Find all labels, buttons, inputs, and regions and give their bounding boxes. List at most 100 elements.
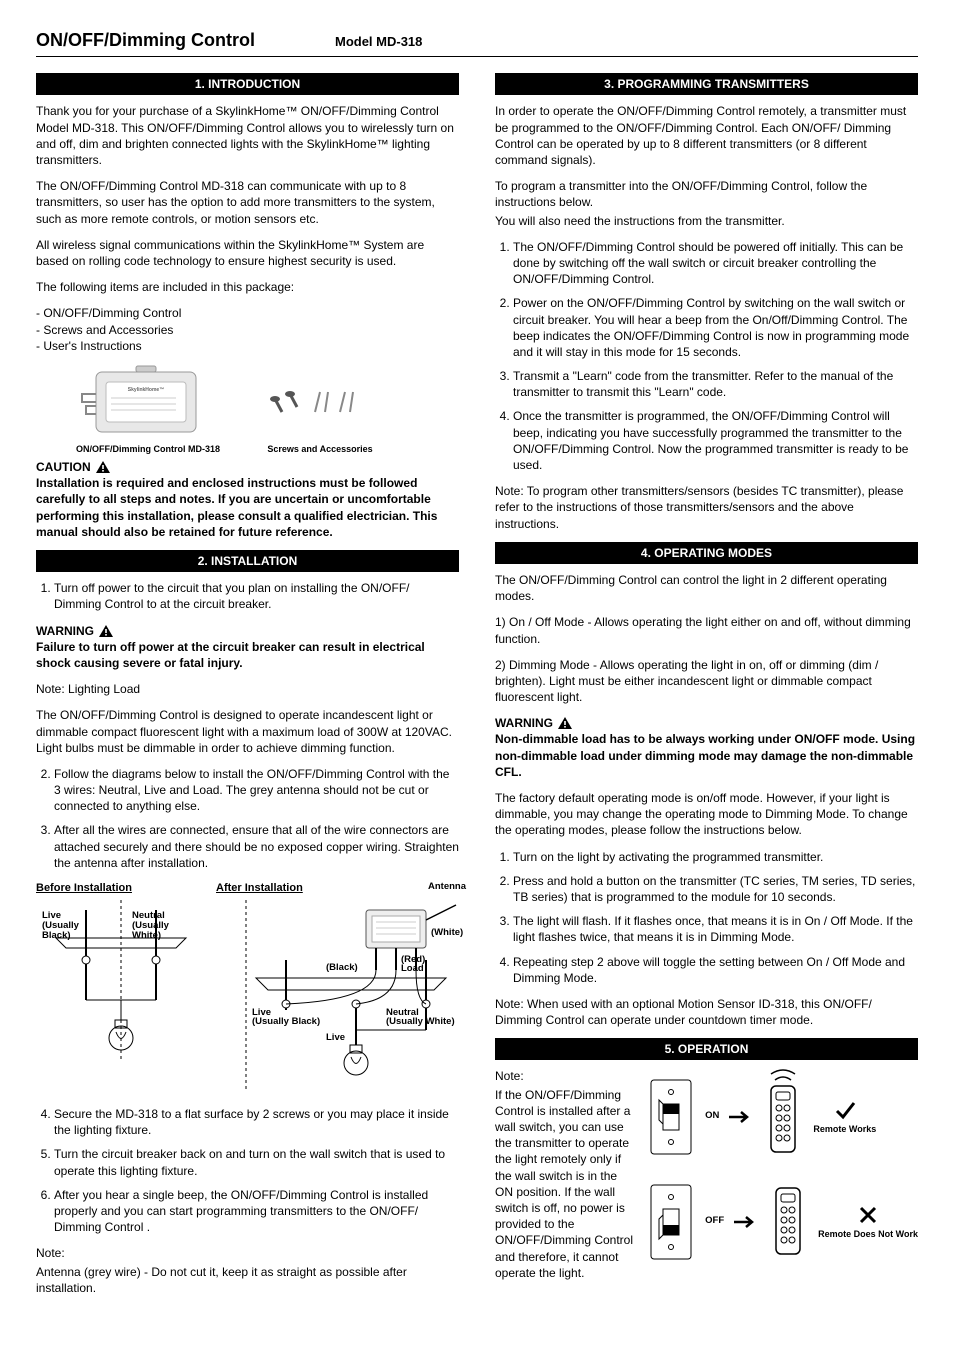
wallswitch-off-icon — [645, 1179, 697, 1265]
arrow-icon — [727, 1110, 753, 1124]
label-neutral2: Neutral(Usually White) — [386, 1007, 455, 1027]
section-2-bar: 2. INSTALLATION — [36, 550, 459, 572]
left-column: 1. INTRODUCTION Thank you for your purch… — [36, 65, 459, 1306]
list-item: Turn on the light by activating the prog… — [513, 849, 918, 865]
list-item: The ON/OFF/Dimming Control should be pow… — [513, 239, 918, 288]
antenna-note: Antenna (grey wire) - Do not cut it, kee… — [36, 1264, 459, 1296]
list-item: Follow the diagrams below to install the… — [54, 766, 459, 815]
op-row-off: OFF — [645, 1179, 918, 1265]
list-item: Turn off power to the circuit that you p… — [54, 580, 459, 612]
list-item: Screws and Accessories — [36, 322, 459, 338]
warning-block: WARNING Failure to turn off power at the… — [36, 623, 459, 672]
page-title: ON/OFF/Dimming Control — [36, 28, 255, 52]
install-steps-c: Secure the MD-318 to a flat surface by 2… — [36, 1106, 459, 1235]
package-list: ON/OFF/Dimming Control Screws and Access… — [36, 305, 459, 354]
label-white: (White) — [431, 927, 463, 938]
device-icon: SkylinkHome™ — [76, 364, 206, 439]
programming-steps: The ON/OFF/Dimming Control should be pow… — [495, 239, 918, 473]
warning-icon — [95, 460, 111, 474]
right-column: 3. PROGRAMMING TRANSMITTERS In order to … — [495, 65, 918, 1306]
list-item: Press and hold a button on the transmitt… — [513, 873, 918, 905]
on-label: ON — [705, 1110, 719, 1123]
warning-text-2: Non-dimmable load has to be always worki… — [495, 732, 915, 778]
arrow-icon — [732, 1215, 758, 1229]
caution-label: CAUTION — [36, 459, 111, 475]
remote-off-icon — [766, 1182, 810, 1262]
warning-label: WARNING — [495, 715, 573, 731]
operation-block: ON — [495, 1068, 918, 1290]
off-label: OFF — [705, 1215, 724, 1228]
check-icon — [834, 1099, 856, 1121]
list-item: Power on the ON/OFF/Dimming Control by s… — [513, 295, 918, 360]
install-steps-a: Turn off power to the circuit that you p… — [36, 580, 459, 612]
list-item: Secure the MD-318 to a flat surface by 2… — [54, 1106, 459, 1138]
intro-p1: Thank you for your purchase of a Skylink… — [36, 103, 459, 168]
s4-p1: The ON/OFF/Dimming Control can control t… — [495, 572, 918, 604]
list-item: User's Instructions — [36, 338, 459, 354]
label-black: (Black) — [326, 962, 358, 973]
wallswitch-on-icon — [645, 1074, 697, 1160]
figure-screws: Screws and Accessories — [260, 384, 380, 455]
label-neutral: Neutral(UsuallyWhite) — [132, 910, 170, 941]
svg-text:SkylinkHome™: SkylinkHome™ — [128, 387, 164, 393]
page-header: ON/OFF/Dimming Control Model MD-318 — [36, 28, 918, 57]
remote-not-works-label: Remote Does Not Work — [818, 1230, 918, 1240]
section-4-bar: 4. OPERATING MODES — [495, 542, 918, 564]
figure-caption: Screws and Accessories — [260, 443, 380, 455]
note-lighting-load: Note: Lighting Load — [36, 681, 459, 697]
warning-label: WARNING — [36, 623, 114, 639]
wiring-diagrams: Before Installation — [36, 881, 459, 1094]
section-5-bar: 5. OPERATION — [495, 1038, 918, 1060]
s3-p2b: You will also need the instructions from… — [495, 213, 918, 229]
intro-p2: The ON/OFF/Dimming Control MD-318 can co… — [36, 178, 459, 227]
load-description: The ON/OFF/Dimming Control is designed t… — [36, 707, 459, 756]
s3-p1: In order to operate the ON/OFF/Dimming C… — [495, 103, 918, 168]
warning-icon — [98, 624, 114, 638]
s4-p2: The factory default operating mode is on… — [495, 790, 918, 839]
intro-p4: The following items are included in this… — [36, 279, 459, 295]
list-item: The light will flash. If it flashes once… — [513, 913, 918, 945]
note-label: Note: — [36, 1245, 459, 1261]
screws-icon — [260, 384, 380, 439]
cross-icon — [857, 1204, 879, 1226]
mode-1: 1) On / Off Mode - Allows operating the … — [495, 614, 918, 646]
label-antenna: Antenna — [428, 881, 466, 900]
before-wiring-icon: Live(UsuallyBlack) Neutral(UsuallyWhite) — [36, 900, 206, 1060]
mode-2: 2) Dimming Mode - Allows operating the l… — [495, 657, 918, 706]
after-diagram: After Installation Antenna — [216, 881, 466, 1094]
s3-note: Note: To program other transmitters/sens… — [495, 483, 918, 532]
list-item: Turn the circuit breaker back on and tur… — [54, 1146, 459, 1178]
list-item: After you hear a single beep, the ON/OFF… — [54, 1187, 459, 1236]
figure-caption: ON/OFF/Dimming Control MD-318 — [76, 443, 220, 455]
mode-change-steps: Turn on the light by activating the prog… — [495, 849, 918, 986]
install-steps-b: Follow the diagrams below to install the… — [36, 766, 459, 871]
caution-text: Installation is required and enclosed in… — [36, 476, 437, 539]
s3-p2a: To program a transmitter into the ON/OFF… — [495, 178, 918, 210]
op-row-on: ON — [645, 1068, 918, 1164]
list-item: ON/OFF/Dimming Control — [36, 305, 459, 321]
section-3-bar: 3. PROGRAMMING TRANSMITTERS — [495, 73, 918, 95]
label-live-single: Live — [326, 1032, 345, 1043]
s4-note: Note: When used with an optional Motion … — [495, 996, 918, 1028]
label-live: Live(UsuallyBlack) — [42, 910, 80, 941]
list-item: After all the wires are connected, ensur… — [54, 822, 459, 871]
warning-text: Failure to turn off power at the circuit… — [36, 640, 425, 670]
list-item: Repeating step 2 above will toggle the s… — [513, 954, 918, 986]
remote-on-icon — [761, 1068, 805, 1160]
label-red-load: (Red)Load — [401, 954, 425, 974]
model-number: Model MD-318 — [335, 33, 422, 51]
intro-p3: All wireless signal communications withi… — [36, 237, 459, 269]
warning-block-2: WARNING Non-dimmable load has to be alwa… — [495, 715, 918, 780]
after-wiring-icon: (White) (Red)Load (Black) Live(Usually B… — [216, 900, 466, 1090]
before-title: Before Installation — [36, 881, 206, 896]
after-title: After Installation — [216, 881, 303, 896]
caution-block: CAUTION Installation is required and enc… — [36, 459, 459, 540]
product-figures: SkylinkHome™ ON/OFF/Dimming Control MD-3… — [76, 364, 459, 455]
before-diagram: Before Installation — [36, 881, 206, 1094]
figure-device: SkylinkHome™ ON/OFF/Dimming Control MD-3… — [76, 364, 220, 455]
list-item: Once the transmitter is programmed, the … — [513, 408, 918, 473]
warning-icon — [557, 716, 573, 730]
operation-figures: ON — [645, 1068, 918, 1264]
section-1-bar: 1. INTRODUCTION — [36, 73, 459, 95]
remote-works-label: Remote Works — [813, 1125, 876, 1135]
